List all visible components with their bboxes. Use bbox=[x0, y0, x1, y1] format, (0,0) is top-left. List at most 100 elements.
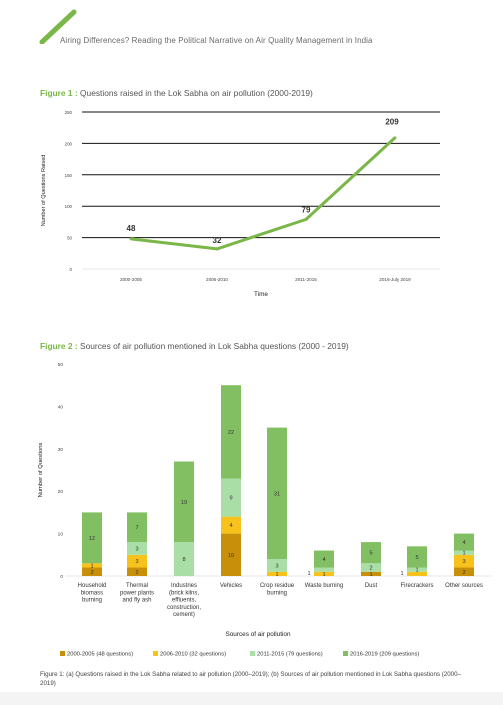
segment-label: 4 bbox=[462, 540, 465, 546]
bar-segment bbox=[127, 567, 147, 576]
segment-label: 1 bbox=[90, 563, 93, 569]
segment-label: 1 bbox=[369, 572, 372, 578]
bar-segment bbox=[361, 542, 381, 564]
segment-label: 9 bbox=[229, 496, 232, 502]
figure2-heading: Figure 2 : Sources of air pollution ment… bbox=[40, 341, 349, 351]
figure2-label: Figure 2 : bbox=[40, 341, 78, 351]
legend-swatch bbox=[343, 651, 348, 656]
figure-caption: Figure 1: (a) Questions raised in the Lo… bbox=[40, 671, 462, 687]
y-tick-label: 50 bbox=[58, 362, 64, 368]
x-tick-label: 2011-2015 bbox=[295, 277, 317, 282]
bar-segment bbox=[221, 516, 241, 534]
bar-segment bbox=[221, 533, 241, 576]
x-tick-label: 2000-2005 bbox=[120, 277, 142, 282]
legend-swatch bbox=[153, 651, 158, 656]
segment-label: 3 bbox=[135, 546, 138, 552]
bar-segment bbox=[267, 427, 287, 560]
segment-label: 2 bbox=[462, 570, 465, 576]
series-line bbox=[130, 136, 397, 251]
x-tick-label: power plants bbox=[120, 590, 154, 596]
x-tick-label: Vehicles bbox=[220, 583, 242, 589]
x-tick-label: Other sources bbox=[445, 583, 483, 589]
x-tick-label: effluents, bbox=[172, 598, 197, 604]
bar-segment bbox=[221, 478, 241, 517]
x-tick-label: burning bbox=[82, 598, 102, 604]
segment-label: 31 bbox=[274, 491, 280, 497]
y-tick-label: 100 bbox=[65, 204, 73, 209]
x-tick-label: Thermal bbox=[126, 583, 148, 589]
segment-label: 10 bbox=[228, 553, 234, 559]
figure1-heading: Figure 1 : Questions raised in the Lok S… bbox=[40, 88, 313, 98]
outside-label: 1 bbox=[307, 571, 310, 577]
bar-segment bbox=[454, 533, 474, 551]
bar-segment bbox=[174, 542, 194, 576]
x-tick-label: construction, bbox=[167, 605, 201, 611]
segment-label: 8 bbox=[182, 557, 185, 563]
y-tick-label: 250 bbox=[65, 110, 73, 115]
segment-label: 4 bbox=[322, 557, 325, 563]
bar-segment bbox=[454, 554, 474, 568]
y-tick-label: 10 bbox=[58, 532, 64, 538]
bar-segment bbox=[174, 461, 194, 543]
bar-segment bbox=[314, 571, 334, 576]
legend-swatch bbox=[60, 651, 65, 656]
data-label: 79 bbox=[302, 205, 311, 214]
bar-segment bbox=[82, 563, 102, 568]
segment-label: 1 bbox=[322, 572, 325, 578]
bar-segment bbox=[407, 546, 427, 568]
y-tick-label: 0 bbox=[70, 267, 73, 272]
bar-segment bbox=[361, 571, 381, 576]
segment-label: 5 bbox=[415, 555, 418, 561]
data-point bbox=[393, 136, 397, 140]
segment-label: 19 bbox=[181, 500, 187, 506]
y-tick-label: 50 bbox=[67, 236, 72, 241]
x-tick-label: Household bbox=[78, 583, 107, 589]
x-tick-label: 2006-2010 bbox=[206, 277, 228, 282]
segment-label: 4 bbox=[229, 523, 232, 529]
x-tick-label: Firecrackers bbox=[400, 583, 433, 589]
bar-segment bbox=[82, 567, 102, 576]
x-tick-label: 2016-July 2019 bbox=[379, 277, 411, 282]
bar-segment bbox=[407, 567, 427, 572]
segment-label: 3 bbox=[462, 559, 465, 565]
x-tick-label: Waste burning bbox=[305, 583, 343, 589]
bar-segment bbox=[267, 571, 287, 576]
x-tick-label: burning bbox=[267, 590, 287, 596]
data-point bbox=[304, 217, 308, 221]
bar-segment bbox=[127, 554, 147, 568]
data-label: 209 bbox=[385, 118, 399, 127]
legend-swatch bbox=[250, 651, 255, 656]
segment-label: 3 bbox=[135, 559, 138, 565]
y-tick-label: 20 bbox=[58, 489, 64, 495]
x-tick-label: biomass bbox=[81, 590, 103, 596]
segment-label: 2 bbox=[369, 566, 372, 572]
y-tick-label: 200 bbox=[65, 141, 73, 146]
segment-label: 3 bbox=[275, 563, 278, 569]
bar-segment bbox=[314, 550, 334, 568]
data-point bbox=[129, 237, 133, 241]
bar-segment bbox=[361, 563, 381, 572]
bar-segment bbox=[267, 559, 287, 572]
segment-label: 5 bbox=[369, 551, 372, 557]
legend-label: 2000-2005 (48 questions) bbox=[67, 652, 133, 658]
y-tick-label: 40 bbox=[58, 404, 64, 410]
header-accent-stroke bbox=[39, 9, 77, 44]
footer-band bbox=[0, 692, 503, 705]
x-tick-label: Dust bbox=[365, 583, 378, 589]
y-tick-label: 0 bbox=[60, 574, 63, 580]
segment-label: 1 bbox=[462, 551, 465, 557]
line-chart: 0 50 100 150 200 250 48 32 79 209 2000-2005 2006-20… bbox=[41, 110, 440, 298]
bar-segment bbox=[127, 542, 147, 555]
x-tick-label: Crop residue bbox=[260, 583, 295, 589]
segment-label: 2 bbox=[135, 570, 138, 576]
figure1-title: Questions raised in the Lok Sabha on air… bbox=[80, 88, 313, 98]
segment-label: 2 bbox=[90, 570, 93, 576]
segment-label: 1 bbox=[275, 572, 278, 578]
data-label: 32 bbox=[213, 236, 222, 245]
segment-label: 7 bbox=[135, 525, 138, 531]
legend-label: 2011-2015 (79 questions) bbox=[257, 652, 323, 658]
outside-label: 1 bbox=[400, 571, 403, 577]
figure2-title: Sources of air pollution mentioned in Lo… bbox=[80, 341, 349, 351]
data-point bbox=[215, 247, 219, 251]
x-tick-label: and fly ash bbox=[122, 598, 151, 604]
